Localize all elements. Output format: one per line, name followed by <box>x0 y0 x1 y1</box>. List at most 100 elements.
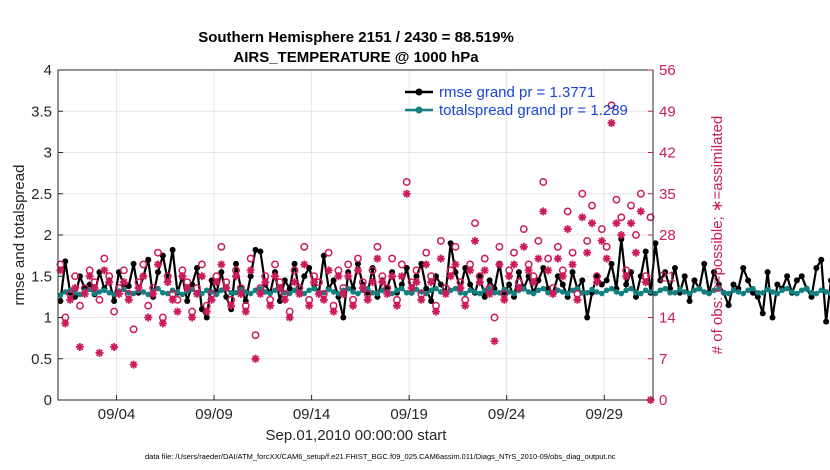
rmse-point <box>774 281 781 288</box>
possible-point <box>534 236 543 245</box>
rmse-point <box>467 281 474 288</box>
assimilated-point <box>592 278 601 287</box>
rmse-point <box>233 260 240 267</box>
x-tick-label: 09/19 <box>390 406 428 423</box>
rmse-point <box>725 302 732 309</box>
x-tick-label: 09/09 <box>195 406 233 423</box>
totalspread-point <box>681 289 688 295</box>
assimilated-point <box>290 278 299 287</box>
assimilated-point <box>280 295 289 304</box>
assimilated-point <box>495 260 504 269</box>
rmse-point <box>603 277 610 284</box>
assimilated-point <box>139 272 148 281</box>
y-right-tick-label: 7 <box>659 351 667 368</box>
totalspread-point <box>696 285 703 292</box>
assimilated-point <box>349 301 358 310</box>
totalspread-point <box>735 289 742 295</box>
possible-point <box>197 260 206 269</box>
possible-point <box>588 201 596 210</box>
totalspread-point <box>677 286 683 293</box>
assimilated-point <box>124 295 133 304</box>
rmse-point <box>559 281 566 288</box>
assimilated-point <box>529 278 538 287</box>
assimilated-markers <box>56 119 655 404</box>
totalspread-point <box>462 290 469 297</box>
rmse-point <box>642 248 649 255</box>
totalspread-point <box>267 290 273 297</box>
rmse-point <box>481 293 488 300</box>
totalspread-point <box>623 287 629 294</box>
y-tick-label: 4 <box>44 62 52 79</box>
totalspread-point <box>603 287 610 294</box>
assimilated-point <box>397 272 406 281</box>
totalspread-point <box>247 290 254 297</box>
totalspread-point <box>403 289 410 296</box>
possible-point <box>75 301 84 310</box>
y-tick-label: 1 <box>44 310 52 327</box>
assimilated-point <box>363 295 372 304</box>
possible-point <box>617 213 626 222</box>
rmse-point <box>745 277 752 284</box>
assimilated-point <box>597 236 606 245</box>
totalspread-point <box>477 290 483 297</box>
totalspread-point <box>530 290 537 297</box>
possible-point <box>217 242 226 251</box>
possible-point <box>95 295 104 304</box>
assimilated-point <box>193 289 201 298</box>
possible-point <box>412 266 421 275</box>
rmse-point <box>125 283 132 290</box>
assimilated-point <box>344 272 353 281</box>
totalspread-point <box>140 289 147 295</box>
rmse-point <box>111 298 118 304</box>
assimilated-point <box>227 301 236 310</box>
assimilated-point <box>475 278 484 287</box>
assimilated-point <box>178 272 187 281</box>
totalspread-point <box>740 290 747 297</box>
assimilated-point <box>275 284 284 292</box>
assimilated-point <box>441 289 450 298</box>
possible-point <box>144 301 153 310</box>
assimilated-point <box>144 313 153 322</box>
totalspread-point <box>652 290 659 297</box>
rmse-point <box>813 265 820 271</box>
totalspread-point <box>428 287 434 294</box>
assimilated-point <box>553 254 562 263</box>
totalspread-point <box>759 289 766 296</box>
assimilated-point <box>568 260 577 269</box>
assimilated-point <box>627 219 636 228</box>
assimilated-point <box>168 295 177 304</box>
totalspread-point <box>589 286 595 293</box>
totalspread-point <box>633 289 639 296</box>
assimilated-point <box>251 354 260 363</box>
totalspread-point <box>389 290 395 297</box>
y-right-tick-label: 0 <box>659 392 667 409</box>
assimilated-point <box>461 301 470 310</box>
totalspread-point <box>540 285 547 292</box>
assimilated-point <box>110 343 119 351</box>
assimilated-point <box>202 307 211 316</box>
rmse-point <box>369 265 376 271</box>
assimilated-point <box>427 278 436 287</box>
totalspread-point <box>662 285 668 292</box>
assimilated-point <box>197 272 206 281</box>
assimilated-point <box>256 289 265 298</box>
rmse-point <box>428 298 435 304</box>
possible-point <box>402 178 411 186</box>
totalspread-point <box>564 290 571 297</box>
assimilated-point <box>119 278 128 287</box>
assimilated-point <box>534 254 543 263</box>
possible-point <box>607 101 616 110</box>
assimilated-point <box>622 272 631 281</box>
totalspread-point <box>716 285 722 292</box>
assimilated-point <box>154 260 162 269</box>
possible-point <box>324 248 333 257</box>
possible-point <box>495 242 504 251</box>
possible-point <box>597 225 606 234</box>
x-tick-label: 09/29 <box>585 406 623 423</box>
totalspread-point <box>467 287 473 294</box>
rmse-point <box>169 246 176 253</box>
x-axis-label: Sep.01,2010 00:00:00 start <box>266 427 448 444</box>
assimilated-point <box>353 266 362 275</box>
totalspread-point <box>374 290 381 297</box>
assimilated-point <box>500 295 509 304</box>
